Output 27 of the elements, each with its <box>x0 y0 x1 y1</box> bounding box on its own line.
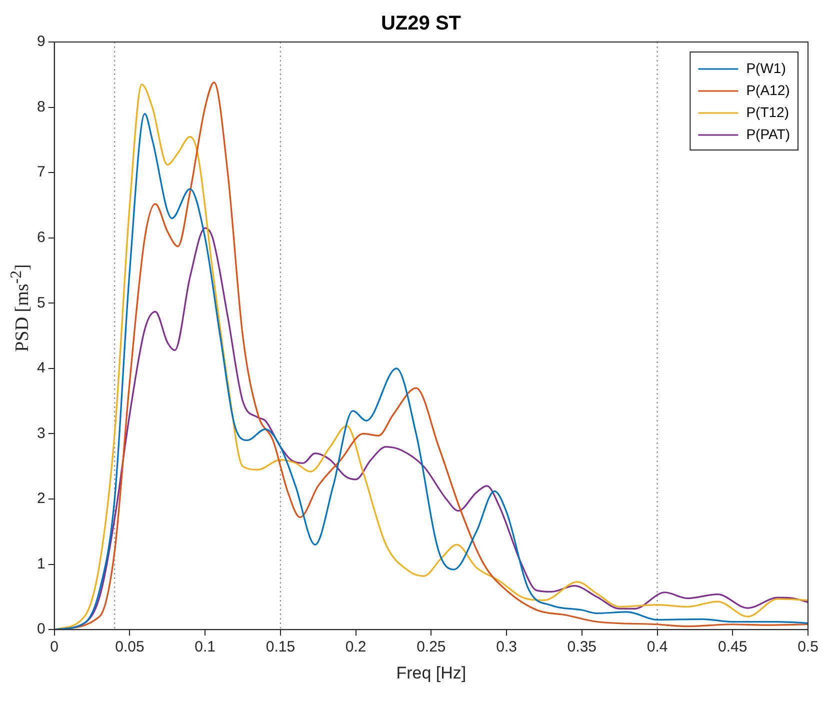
x-axis-title: Freq [Hz] <box>396 663 466 682</box>
x-tick-label: 0.3 <box>496 638 517 656</box>
x-tick-label: 0.05 <box>115 638 144 656</box>
x-tick-label: 0.4 <box>646 638 668 656</box>
legend-label: P(PAT) <box>746 126 790 142</box>
legend-label: P(A12) <box>746 82 790 98</box>
y-tick-label: 5 <box>37 294 46 312</box>
x-tick-label: 0.1 <box>194 638 216 656</box>
y-tick-label: 3 <box>37 424 46 442</box>
legend-label: P(T12) <box>746 104 789 120</box>
x-tick-label: 0.15 <box>266 638 296 656</box>
x-tick-label: 0.35 <box>567 638 597 656</box>
legend-label: P(W1) <box>746 60 786 76</box>
y-tick-label: 7 <box>37 164 46 181</box>
y-tick-label: 1 <box>37 555 46 572</box>
x-tick-label: 0.2 <box>345 638 366 656</box>
y-tick-label: 4 <box>37 360 46 377</box>
x-tick-label: 0 <box>50 638 59 656</box>
y-tick-label: 0 <box>37 620 46 638</box>
y-tick-label: 6 <box>37 229 46 246</box>
x-tick-label: 0.5 <box>798 638 818 656</box>
x-tick-label: 0.45 <box>718 638 748 656</box>
x-tick-label: 0.25 <box>416 638 446 656</box>
chart-title: UZ29 ST <box>380 12 462 35</box>
y-tick-label: 2 <box>37 490 46 508</box>
y-tick-label: 9 <box>37 33 46 50</box>
y-tick-label: 8 <box>37 98 46 116</box>
